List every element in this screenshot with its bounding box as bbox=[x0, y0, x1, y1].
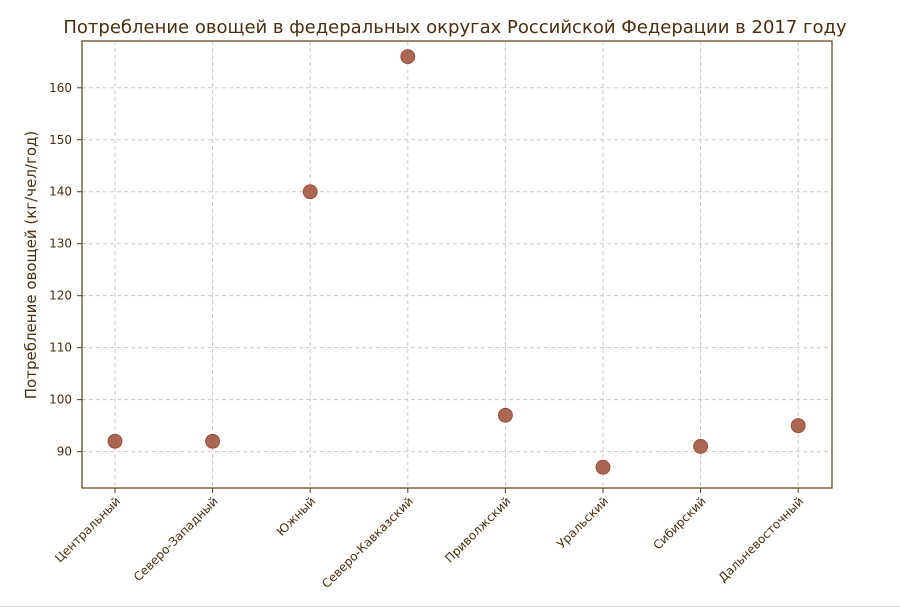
y-axis: 90 100 110 120 130 140 150 160 bbox=[49, 81, 82, 459]
grid-lines bbox=[82, 41, 832, 488]
x-tick-label: Сибирский bbox=[650, 494, 708, 552]
y-tick-label: 110 bbox=[49, 341, 72, 355]
x-tick-label: Центральный bbox=[52, 494, 123, 565]
y-axis-label: Потребление овощей (кг/чел/год) bbox=[22, 131, 40, 400]
data-point bbox=[107, 433, 123, 449]
data-point bbox=[205, 433, 221, 449]
y-tick-label: 130 bbox=[49, 237, 72, 251]
x-tick-label: Уральский bbox=[554, 494, 611, 551]
y-tick-label: 140 bbox=[49, 185, 72, 199]
x-tick-label: Южный bbox=[274, 494, 318, 538]
data-points bbox=[107, 49, 806, 475]
x-tick-label: Приволжский bbox=[442, 494, 513, 565]
y-tick-label: 160 bbox=[49, 81, 72, 95]
y-tick-label: 150 bbox=[49, 133, 72, 147]
data-point bbox=[595, 459, 611, 475]
x-axis: Центральный Северо-Западный Южный Северо-Ка… bbox=[52, 488, 806, 591]
data-point bbox=[497, 407, 513, 423]
plot-area-frame bbox=[81, 40, 833, 489]
y-tick-label: 120 bbox=[49, 289, 72, 303]
data-point bbox=[400, 49, 416, 64]
x-tick-label: Дальневосточный bbox=[716, 494, 807, 585]
x-tick-label: Северо-Западный bbox=[131, 494, 221, 584]
chart-title: Потребление овощей в федеральных округах… bbox=[63, 17, 847, 38]
y-tick-label: 100 bbox=[49, 393, 72, 407]
bottom-divider bbox=[0, 606, 900, 607]
data-point bbox=[302, 184, 318, 200]
data-point bbox=[790, 418, 806, 434]
x-tick-label: Северо-Кавказский bbox=[319, 494, 416, 591]
data-point bbox=[693, 439, 708, 454]
y-tick-label: 90 bbox=[57, 445, 72, 459]
